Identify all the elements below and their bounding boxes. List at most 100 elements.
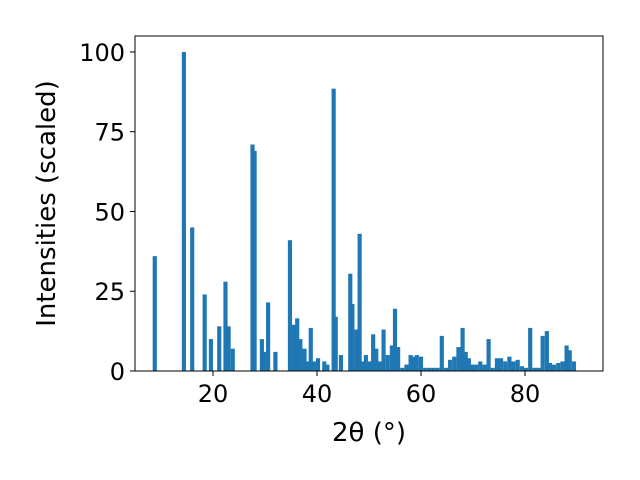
bar (519, 366, 524, 371)
bar (360, 361, 365, 371)
bar (452, 356, 457, 371)
x-tick-label: 80 (510, 380, 541, 408)
bar (490, 367, 495, 371)
x-tick-label: 40 (302, 380, 333, 408)
y-tick-label: 75 (94, 119, 125, 147)
bar (333, 316, 338, 371)
bar (414, 355, 419, 371)
bar (377, 361, 382, 371)
bar (571, 361, 576, 371)
bar (273, 351, 278, 371)
bar (408, 355, 413, 371)
y-axis-label: Intensities (scaled) (32, 80, 62, 327)
bar (439, 335, 444, 371)
bar (350, 304, 355, 371)
bar (371, 334, 376, 371)
bar (374, 348, 379, 371)
bar (474, 364, 479, 371)
bar (322, 361, 327, 371)
bar (252, 150, 257, 371)
x-axis-label: 2θ (°) (332, 418, 406, 448)
y-tick-label: 50 (94, 198, 125, 226)
bar (292, 324, 297, 371)
bar (331, 88, 336, 371)
bar (385, 355, 390, 371)
bar (230, 348, 235, 371)
bar (266, 302, 271, 371)
bar (202, 294, 207, 371)
bar (443, 367, 449, 371)
bar (564, 345, 569, 371)
bar (544, 331, 549, 371)
x-tick-label: 60 (406, 380, 437, 408)
bar (456, 347, 461, 371)
bar (208, 339, 213, 371)
bar (357, 233, 362, 371)
bar (528, 327, 533, 371)
bar (540, 335, 545, 371)
y-tick-label: 100 (79, 39, 125, 67)
y-tick-label: 25 (94, 278, 125, 306)
bar (556, 363, 561, 371)
bar (423, 367, 428, 371)
bar (302, 348, 307, 371)
bar (311, 361, 316, 371)
bar (295, 318, 300, 371)
bar (469, 364, 475, 371)
bar (523, 367, 529, 371)
bar (338, 355, 343, 371)
bar (315, 358, 321, 371)
bar (305, 361, 310, 371)
bar (536, 367, 541, 371)
bar (325, 364, 330, 371)
bar (400, 367, 405, 371)
axes-frame (134, 35, 604, 372)
bar (494, 358, 499, 371)
bar (466, 358, 471, 371)
bar (381, 329, 386, 371)
bar (460, 327, 465, 371)
bar (226, 326, 231, 371)
bar (482, 364, 487, 371)
bar (152, 256, 157, 371)
bar (389, 345, 394, 371)
bar (287, 240, 293, 371)
x-axis: 20 40 60 80 (198, 371, 541, 408)
bar (499, 358, 504, 371)
bar (392, 308, 398, 371)
bar (217, 326, 222, 371)
bar (411, 356, 416, 371)
bar (190, 227, 195, 371)
bar (404, 364, 409, 371)
bar (463, 351, 468, 371)
bar (418, 356, 424, 371)
bar (354, 329, 359, 371)
bar (181, 51, 186, 371)
bar (427, 367, 432, 371)
bar (431, 367, 436, 371)
x-tick-label: 20 (198, 380, 229, 408)
bars (152, 51, 576, 371)
bar (560, 361, 565, 371)
bar (486, 339, 491, 371)
y-axis: 0 25 50 75 100 (79, 39, 135, 386)
bar (448, 359, 453, 371)
bar (567, 350, 572, 371)
bar (511, 361, 516, 371)
bar (547, 363, 553, 371)
bar (363, 355, 368, 371)
bar (552, 364, 557, 371)
bar (532, 367, 537, 371)
bar (503, 361, 508, 371)
bar (478, 361, 483, 371)
bar (396, 347, 401, 371)
bar (261, 351, 267, 371)
bar (308, 327, 313, 371)
bar (435, 367, 440, 371)
bar (515, 359, 520, 371)
bar (298, 339, 303, 371)
bar (367, 361, 373, 371)
y-tick-label: 0 (110, 358, 125, 386)
bar (223, 281, 228, 371)
